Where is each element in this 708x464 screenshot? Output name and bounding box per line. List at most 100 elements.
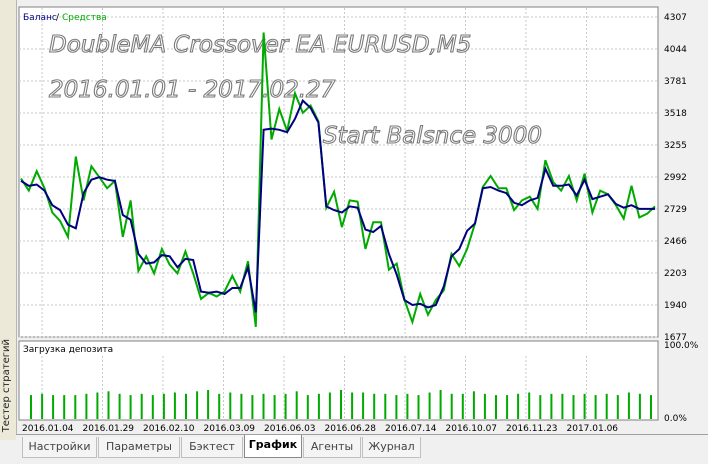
deposit-load-bar — [30, 395, 32, 419]
deposit-load-bar — [262, 393, 265, 419]
x-tick-label: 2016.03.09 — [204, 424, 256, 434]
deposit-load-bar — [273, 395, 276, 419]
deposit-load-bar — [605, 393, 608, 419]
x-tick-label: 2016.06.28 — [325, 424, 377, 434]
main-y-ticks: 4307 4044 3781 3518 3255 2992 2729 2466 2203 1940… — [664, 13, 687, 343]
deposit-load-bar — [218, 393, 221, 419]
deposit-load-bar — [495, 395, 497, 419]
main-panel — [18, 6, 659, 338]
deposit-load-bar — [506, 395, 509, 419]
deposit-load-bar — [461, 393, 464, 419]
x-tick-label: 2016.01.29 — [83, 424, 135, 434]
y-tick-label: 4044 — [664, 45, 687, 55]
chart-legend: Баланс / Средства — [23, 13, 107, 23]
deposit-load-bar — [63, 395, 66, 419]
tab-graph[interactable]: График — [244, 435, 302, 458]
deposit-load-bar — [627, 392, 630, 419]
legend-equity: Средства — [62, 13, 107, 23]
y-tick-label: 2992 — [664, 173, 687, 183]
deposit-load-bar — [384, 393, 387, 419]
deposit-load-bar — [583, 393, 586, 419]
deposit-load-bar — [572, 395, 575, 419]
tester-tabs: Настройки Параметры Бэктест График Агент… — [16, 434, 708, 464]
legend-balance: Баланс — [23, 13, 57, 23]
side-label-text: Тестер стратегий — [1, 338, 12, 432]
deposit-load-bar — [373, 393, 376, 419]
deposit-load-bar — [395, 395, 398, 419]
deposit-load-bar — [96, 392, 99, 419]
y-tick-label: 3518 — [664, 109, 687, 119]
deposit-load-bar — [52, 395, 55, 419]
deposit-load-bar — [362, 392, 365, 419]
x-tick-label: 2016.06.03 — [264, 424, 316, 434]
deposit-load-bar — [550, 393, 553, 419]
strategy-tester-side-label: Тестер стратегий — [0, 0, 17, 440]
deposit-load-bars — [30, 390, 652, 419]
deposit-load-bar — [306, 395, 309, 419]
y-tick-label: 2466 — [664, 237, 687, 247]
deposit-load-bar — [74, 395, 77, 419]
deposit-load-bar — [240, 393, 243, 419]
balance-chart: 4307 4044 3781 3518 3255 2992 2729 2466 2203 1940… — [18, 6, 699, 434]
deposit-load-bar — [650, 395, 652, 419]
deposit-load-bar — [483, 393, 486, 419]
deposit-load-bar — [561, 393, 564, 419]
x-tick-label: 2017.01.06 — [567, 424, 619, 434]
overlay-title: DoubleMA Crossover EA EURUSD,M5 — [49, 32, 471, 58]
tab-settings[interactable]: Настройки — [22, 437, 97, 458]
deposit-load-bar — [406, 393, 409, 419]
overlay-start-balance: Start Balsnce 3000 — [323, 123, 542, 149]
deposit-load-bar — [638, 393, 641, 419]
deposit-load-bar — [41, 393, 44, 419]
x-tick-label: 2016.07.14 — [385, 424, 437, 434]
deposit-load-bar — [528, 392, 531, 419]
x-tick-label: 2016.02.10 — [143, 424, 195, 434]
deposit-load-bar — [340, 390, 342, 419]
series-balance-line — [20, 98, 655, 313]
deposit-load-bar — [151, 395, 154, 419]
deposit-load-bar — [539, 395, 542, 419]
deposit-load-bar — [317, 393, 320, 419]
overlay-period: 2016.01.01 - 2017.02.27 — [49, 77, 336, 103]
deposit-load-bar — [450, 393, 453, 419]
deposit-load-max-label: 100.0% — [664, 341, 699, 351]
deposit-load-bar — [517, 393, 520, 419]
deposit-load-bar — [185, 393, 187, 419]
deposit-load-bar — [229, 392, 232, 419]
y-tick-label: 2729 — [664, 205, 687, 215]
series-equity-line — [20, 32, 656, 328]
tab-parameters[interactable]: Параметры — [98, 437, 180, 458]
deposit-load-title: Загрузка депозита — [23, 345, 113, 355]
y-tick-label: 1677 — [664, 333, 687, 343]
deposit-load-bar — [251, 395, 254, 419]
deposit-load-bar — [472, 391, 475, 419]
y-tick-label: 2203 — [664, 269, 687, 279]
deposit-load-bar — [207, 390, 210, 419]
x-tick-label: 2016.01.04 — [22, 424, 74, 434]
deposit-load-bar — [295, 391, 298, 419]
y-tick-label: 1940 — [664, 301, 687, 311]
x-tick-label: 2016.10.07 — [446, 424, 498, 434]
deposit-load-bar — [351, 392, 354, 419]
deposit-load-bar — [417, 395, 420, 419]
deposit-load-bar — [173, 392, 176, 419]
y-tick-label: 4307 — [664, 13, 687, 23]
tab-journal[interactable]: Журнал — [362, 437, 421, 458]
deposit-load-bar — [140, 393, 143, 419]
deposit-load-bar — [85, 393, 88, 419]
tab-backtest[interactable]: Бэктест — [181, 437, 243, 458]
x-axis-labels: 2016.01.04 2016.01.29 2016.02.10 2016.03.09… — [22, 424, 618, 434]
x-tick-label: 2016.11.23 — [506, 424, 558, 434]
y-tick-label: 3255 — [664, 141, 687, 151]
legend-separator: / — [56, 13, 60, 23]
y-tick-label: 3781 — [664, 77, 687, 87]
tab-agents[interactable]: Агенты — [303, 437, 361, 458]
deposit-load-bar — [616, 395, 619, 419]
deposit-load-bar — [594, 395, 597, 419]
deposit-load-bar — [162, 393, 165, 419]
deposit-load-bar — [129, 395, 132, 419]
deposit-load-min-label: 0.0% — [664, 414, 687, 424]
deposit-load-bar — [439, 390, 442, 419]
deposit-load-bar — [284, 393, 287, 419]
deposit-load-bar — [328, 392, 331, 419]
